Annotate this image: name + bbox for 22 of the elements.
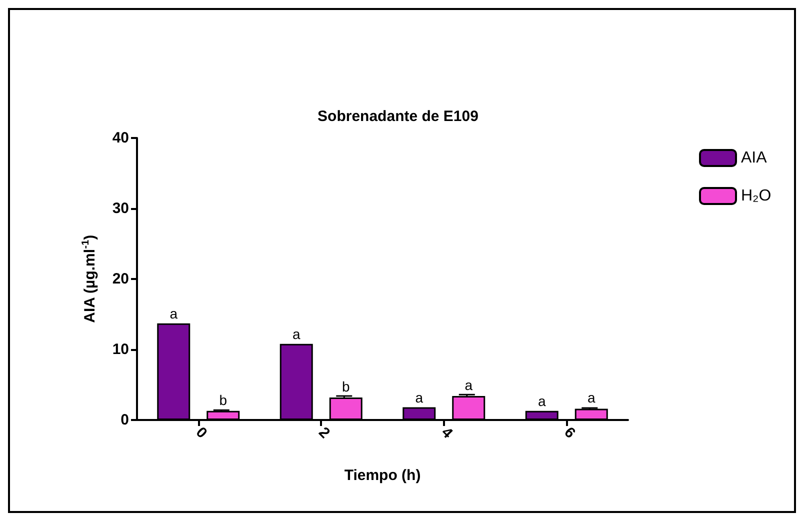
y-tick-label: 10 — [112, 341, 129, 358]
legend-label: AIA — [741, 150, 768, 166]
chart-title: Sobrenadante de E109 — [318, 108, 478, 125]
y-tick-label: 20 — [112, 270, 129, 288]
data-label: a — [415, 389, 424, 406]
x-tick-label: 6 — [560, 424, 579, 442]
x-tick-label: 4 — [438, 424, 456, 442]
y-tick-label: 30 — [112, 200, 129, 217]
y-axis-title: AIA (µg.ml-1) — [80, 234, 98, 323]
y-tick-label: 40 — [112, 130, 129, 146]
data-label: a — [170, 305, 178, 322]
data-label: a — [464, 377, 473, 394]
x-tick-label: 2 — [315, 424, 334, 442]
x-axis-title: Tiempo (h) — [344, 467, 421, 484]
data-label: a — [538, 392, 546, 409]
data-label: a — [292, 326, 300, 342]
data-label: a — [587, 390, 596, 406]
data-label: b — [342, 378, 350, 394]
y-tick-label: 0 — [120, 412, 129, 428]
data-label: b — [219, 392, 228, 408]
legend-label: H₂O — [741, 188, 772, 204]
x-tick-label: 0 — [192, 424, 210, 442]
